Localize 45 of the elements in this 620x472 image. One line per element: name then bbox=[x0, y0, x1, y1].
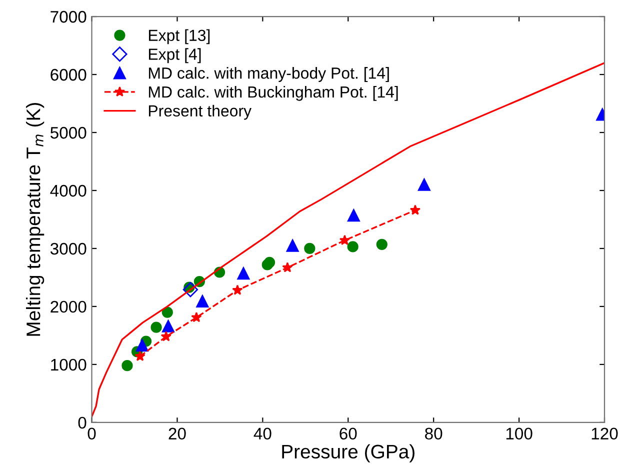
point bbox=[160, 331, 172, 342]
line-series bbox=[92, 62, 604, 418]
x-tick-label: 60 bbox=[340, 428, 357, 440]
point bbox=[410, 204, 421, 215]
point bbox=[282, 262, 293, 272]
point bbox=[150, 322, 162, 333]
legend-label: MD calc. with Buckingham Pot. [14] bbox=[148, 86, 398, 101]
point bbox=[136, 339, 148, 352]
point bbox=[347, 241, 358, 252]
point bbox=[339, 234, 350, 245]
x-tick-label: 40 bbox=[254, 428, 272, 440]
point bbox=[162, 320, 174, 332]
x-tick-label: 0 bbox=[88, 428, 96, 440]
x-axis-title: Pressure (GPa) bbox=[282, 444, 414, 462]
legend-label: Expt [4] bbox=[148, 48, 201, 64]
x-tick-label: 80 bbox=[425, 428, 442, 440]
point bbox=[347, 209, 360, 222]
y-tick-label: 6000 bbox=[50, 68, 86, 81]
point bbox=[191, 312, 202, 322]
point bbox=[264, 256, 276, 268]
point bbox=[304, 242, 316, 254]
y-tick-label: 7000 bbox=[50, 10, 86, 23]
legend-label: MD calc. with many-body Pot. [14] bbox=[148, 67, 389, 82]
point bbox=[182, 282, 198, 298]
point bbox=[122, 360, 133, 372]
legend-label: Expt [13] bbox=[148, 29, 210, 44]
y-tick-label: 3000 bbox=[50, 242, 86, 255]
legend-label: Present theory bbox=[148, 104, 252, 120]
point bbox=[376, 238, 388, 250]
x-tick-label: 20 bbox=[168, 428, 186, 440]
point bbox=[196, 294, 209, 308]
point bbox=[232, 284, 243, 295]
point bbox=[418, 178, 430, 191]
point bbox=[134, 350, 146, 361]
y-tick-label: 1000 bbox=[51, 358, 86, 371]
point bbox=[286, 239, 299, 252]
y-tick-label: 0 bbox=[78, 416, 86, 429]
y-tick-label: 5000 bbox=[50, 126, 86, 139]
y-tick-label: 4000 bbox=[50, 184, 86, 197]
point bbox=[237, 267, 250, 280]
y-axis-title: Melting temperature T$_{m}$ (K) bbox=[26, 103, 44, 336]
x-tick-label: 120 bbox=[592, 428, 618, 440]
x-tick-label: 100 bbox=[506, 428, 532, 440]
y-tick-label: 2000 bbox=[50, 300, 86, 313]
point bbox=[162, 306, 173, 318]
